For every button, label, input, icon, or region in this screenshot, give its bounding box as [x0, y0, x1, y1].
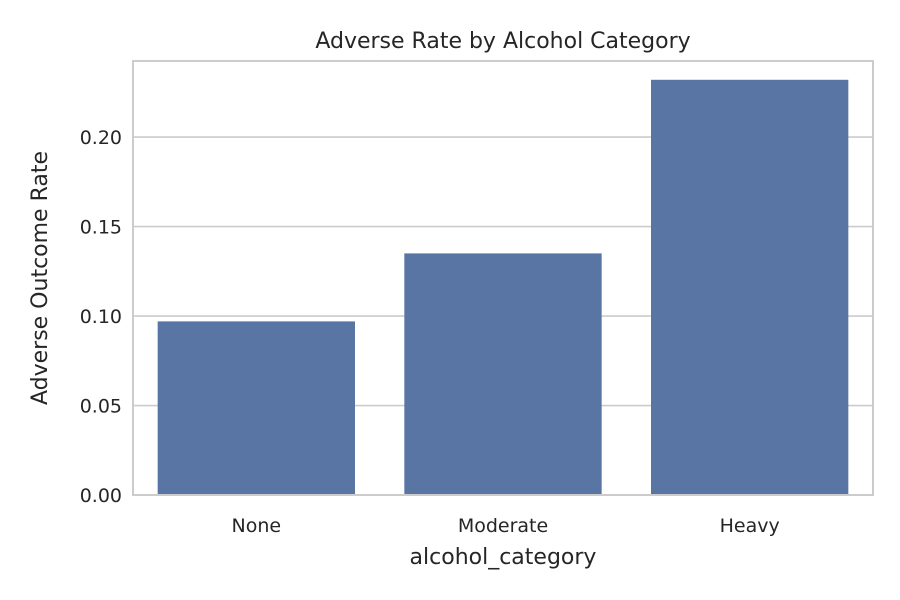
y-tick-label: 0.10: [80, 306, 122, 328]
x-tick-label: Moderate: [458, 515, 548, 537]
y-tick-label: 0.15: [80, 217, 122, 239]
bar-layer: [157, 79, 849, 496]
y-tick-label: 0.00: [80, 485, 122, 507]
x-tick-label: Heavy: [720, 515, 780, 537]
chart-title: Adverse Rate by Alcohol Category: [315, 29, 690, 54]
bar-none: [157, 321, 355, 495]
x-tick-labels: None Moderate Heavy: [232, 515, 780, 537]
bar-moderate: [404, 253, 602, 495]
y-tick-label: 0.05: [80, 396, 122, 418]
y-axis-title: Adverse Outcome Rate: [28, 151, 53, 405]
x-axis-title: alcohol_category: [410, 545, 597, 570]
x-tick-label: None: [232, 515, 282, 537]
y-tick-label: 0.20: [80, 127, 122, 149]
y-tick-labels: 0.00 0.05 0.10 0.15 0.20: [80, 127, 122, 507]
bar-heavy: [651, 79, 849, 496]
plot-frame: [132, 60, 874, 496]
